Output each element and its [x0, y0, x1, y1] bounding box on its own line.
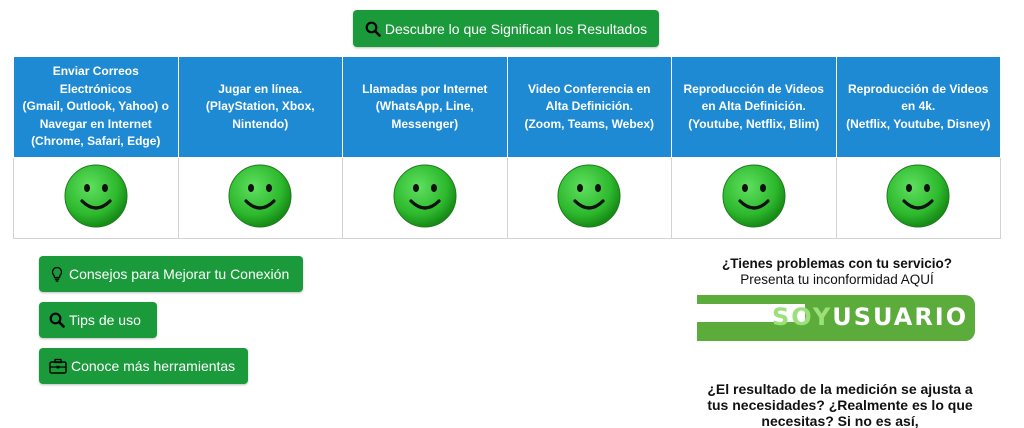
service-label-line: Navegar en Internet [39, 116, 152, 131]
service-label-line: Alta Definición. [545, 99, 633, 114]
service-label-line: Enviar Correos [52, 64, 139, 79]
service-header-calls: Llamadas por Internet (WhatsApp, Line, M… [342, 56, 508, 158]
service-label-line: (PlayStation, Xbox, [205, 99, 315, 114]
service-label-line: Nintendo) [232, 116, 289, 131]
tools-icon [49, 358, 67, 374]
measurement-line: necesitas? Si no es así, [761, 413, 919, 428]
search-icon [49, 312, 65, 328]
services-table: Enviar Correos Electrónicos (Gmail, Outl… [13, 56, 1001, 239]
service-header-4k-video: Reproducción de Videos en 4k. (Netflix, … [835, 56, 1001, 158]
connection-tips-button[interactable]: Consejos para Mejorar tu Conexión [39, 256, 303, 292]
logo-usuario: USUARIO [832, 303, 969, 331]
service-label-line: en Alta Definición. [701, 99, 806, 114]
search-icon [365, 21, 381, 37]
smiley-happy-icon [885, 163, 951, 229]
smiley-happy-icon [227, 163, 293, 229]
service-label-line: en 4k. [901, 99, 936, 114]
status-cell [13, 157, 179, 239]
service-header-email: Enviar Correos Electrónicos (Gmail, Outl… [13, 56, 179, 158]
smiley-happy-icon [392, 163, 458, 229]
service-label-line: Jugar en línea. [218, 81, 303, 96]
service-label-line: (Zoom, Teams, Webex) [524, 116, 655, 131]
services-status-row [13, 157, 1001, 239]
service-header-gaming: Jugar en línea. (PlayStation, Xbox, Nint… [177, 56, 343, 158]
usage-tips-label: Tips de uso [69, 312, 141, 328]
status-cell [506, 157, 672, 239]
usage-tips-button[interactable]: Tips de uso [39, 302, 157, 338]
results-meaning-label: Descubre lo que Significan los Resultado… [384, 20, 648, 37]
status-cell [835, 157, 1001, 239]
logo-stripe [697, 304, 805, 322]
service-label-line: Electrónicos [59, 81, 132, 96]
service-label-line: (Netflix, Youtube, Disney) [846, 116, 991, 131]
smiley-happy-icon [556, 163, 622, 229]
measurement-question: ¿El resultado de la medición se ajusta a… [695, 381, 985, 428]
measurement-line: tus necesidades? ¿Realmente es lo que [707, 397, 973, 413]
status-cell [671, 157, 837, 239]
service-label-line: Reproducción de Videos [683, 81, 824, 96]
service-label-line: (Chrome, Safari, Edge) [31, 134, 161, 149]
service-label-line: (Gmail, Outlook, Yahoo) o [22, 99, 169, 114]
more-tools-button[interactable]: Conoce más herramientas [39, 348, 248, 384]
service-header-hd-video: Reproducción de Videos en Alta Definició… [671, 56, 837, 158]
service-label-line: (WhatsApp, Line, [375, 99, 474, 114]
soyusuario-logo-link[interactable]: SOYUSUARIO [697, 295, 975, 341]
status-cell [342, 157, 508, 239]
more-tools-label: Conoce más herramientas [71, 358, 236, 374]
results-meaning-button[interactable]: Descubre lo que Significan los Resultado… [353, 10, 659, 47]
service-label-line: Messenger) [391, 116, 459, 131]
connection-tips-label: Consejos para Mejorar tu Conexión [69, 266, 290, 282]
service-label-line: Llamadas por Internet [362, 81, 488, 96]
smiley-happy-icon [63, 163, 129, 229]
lightbulb-icon [51, 266, 63, 282]
smiley-happy-icon [721, 163, 787, 229]
service-problem-question: ¿Tienes problemas con tu servicio? [721, 256, 953, 271]
status-cell [177, 157, 343, 239]
soyusuario-logo-text: SOYUSUARIO [772, 303, 968, 331]
service-label-line: (Youtube, Netflix, Blim) [688, 116, 820, 131]
service-label-line: Reproducción de Videos [848, 81, 989, 96]
service-label-line: Video Conferencia en [528, 81, 651, 96]
measurement-line: ¿El resultado de la medición se ajusta a [707, 381, 973, 397]
complaint-prompt: Presenta tu inconformidad AQUÍ [740, 272, 934, 287]
services-header-row: Enviar Correos Electrónicos (Gmail, Outl… [13, 56, 1001, 158]
service-header-videoconference: Video Conferencia en Alta Definición. (Z… [506, 56, 672, 158]
logo-soy: SOY [772, 303, 833, 331]
